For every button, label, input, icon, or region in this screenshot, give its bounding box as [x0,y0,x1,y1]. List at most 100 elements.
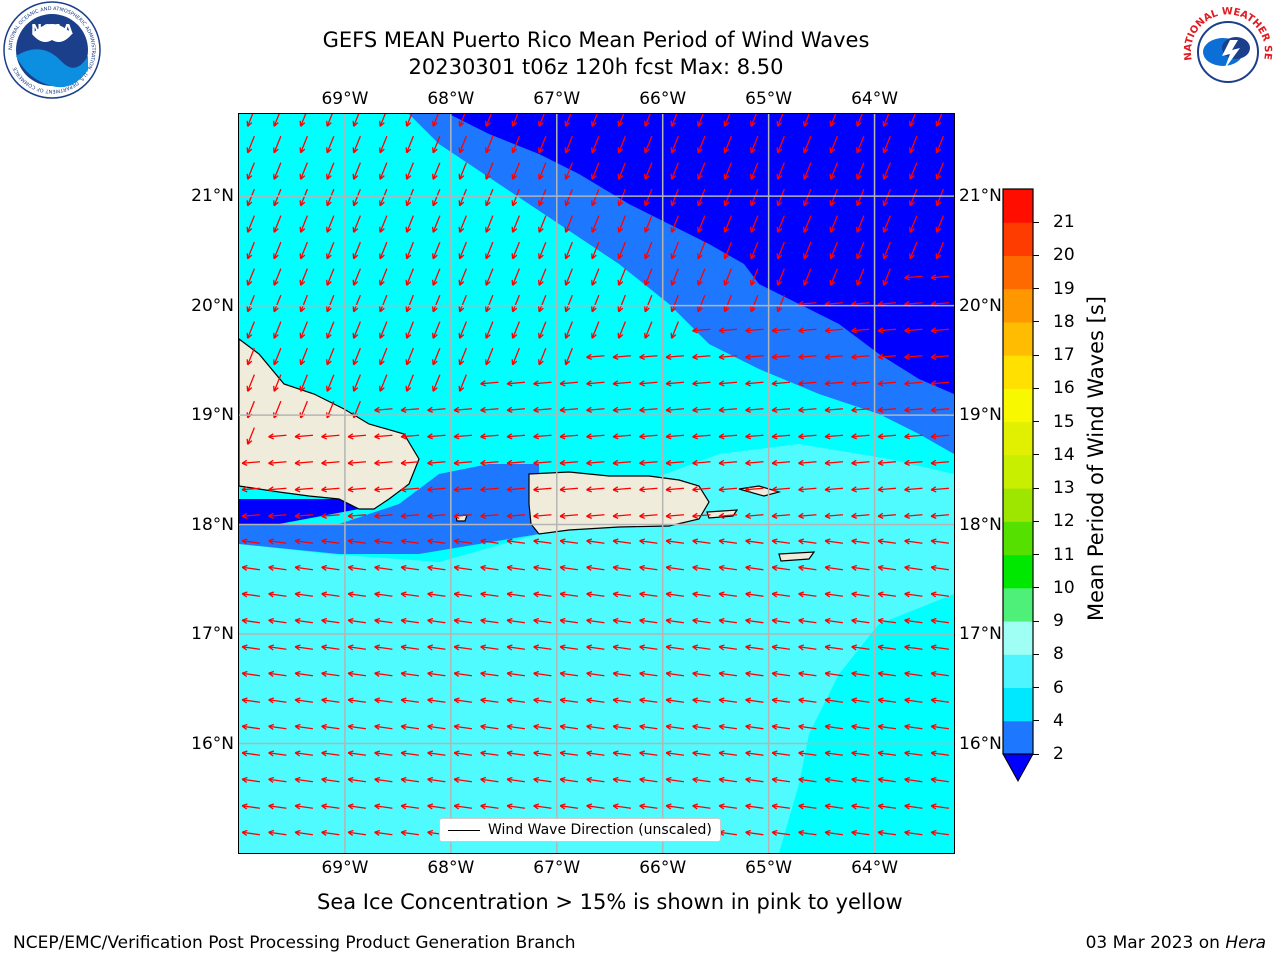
wind-wave-arrow [904,380,923,387]
wind-wave-arrow [294,697,314,704]
wind-wave-arrow [246,114,255,127]
wind-wave-arrow [564,241,573,260]
wind-wave-arrow [321,564,340,571]
wind-wave-arrow [374,406,393,413]
wind-wave-arrow [639,670,658,677]
wind-wave-arrow [485,347,494,366]
wind-wave-arrow [930,697,950,704]
wind-wave-arrow [427,776,446,783]
wind-wave-arrow [745,617,764,624]
wind-wave-arrow [851,644,870,651]
wind-wave-arrow [665,591,685,598]
wind-wave-arrow [485,321,494,339]
wind-wave-arrow [697,268,706,286]
colorbar-segment [1003,355,1033,389]
lat-label-left: 19°N [191,405,234,426]
wind-wave-arrow [533,538,552,545]
wind-wave-arrow [374,829,393,836]
wind-wave-arrow [776,162,785,180]
lat-lon-grid [239,114,954,853]
wind-wave-arrow [692,723,711,730]
wind-wave-arrow [374,697,393,704]
wind-wave-arrow [268,803,287,810]
wind-wave-arrow [241,512,261,519]
wind-wave-arrow [458,188,467,207]
wind-wave-arrow [877,644,897,651]
wind-wave-arrow [299,241,308,260]
wind-wave-arrow [665,459,685,466]
wind-wave-arrow [591,162,600,180]
wind-wave-arrow [564,135,573,154]
colorbar-tick-label: 20 [1053,245,1075,266]
wind-wave-arrow [877,803,897,810]
wind-wave-arrow [745,776,764,783]
wind-wave-arrow [374,670,393,677]
wind-wave-arrow [273,321,282,339]
wind-wave-arrow [612,512,632,519]
wind-wave-arrow [877,433,897,440]
colorbar-tick-mark [1033,254,1039,256]
wind-wave-arrow [533,670,552,677]
wind-wave-arrow [458,215,467,233]
wind-wave-arrow [670,215,679,233]
wind-wave-arrow [453,644,473,651]
wind-wave-arrow [692,353,711,360]
wind-wave-arrow [432,114,441,127]
wind-wave-arrow [506,406,526,413]
wind-wave-arrow [617,162,626,180]
wind-wave-arrows [241,114,950,836]
wind-wave-arrow [856,268,865,286]
colorbar-segment [1003,454,1033,489]
wind-wave-arrow [379,374,388,392]
wind-wave-arrow [617,215,626,233]
wind-wave-arrow [745,644,764,651]
wind-wave-arrow [824,327,844,334]
wind-wave-arrow [241,803,261,810]
wind-wave-arrow [559,723,579,730]
wind-wave-arrow [718,459,738,466]
wind-wave-arrow [321,776,340,783]
wind-wave-arrow [771,697,791,704]
wind-wave-arrow [697,188,706,207]
wind-wave-arrow [299,215,308,233]
wind-wave-arrow [321,512,340,519]
wind-wave-arrow [612,433,632,440]
wind-wave-arrow [904,274,923,281]
colorbar-tick-mark [1033,487,1039,489]
wind-wave-arrow [665,433,685,440]
wind-wave-arrow [352,321,361,339]
wind-wave-arrow [692,380,711,387]
wind-wave-arrow [533,433,552,440]
colorbar-tick-label: 15 [1053,411,1075,432]
wind-wave-arrow [586,723,605,730]
colorbar-tick-mark [1033,454,1039,456]
wind-wave-arrow [533,486,552,493]
wind-wave-arrow [273,268,282,286]
wind-wave-arrow [506,380,526,387]
wind-wave-arrow [718,803,738,810]
wind-wave-arrow [904,697,923,704]
wind-wave-arrow [533,406,552,413]
wind-wave-arrow [400,564,420,571]
wind-wave-arrow [851,433,870,440]
wind-wave-arrow [665,750,685,757]
wind-wave-arrow [326,188,335,207]
wind-wave-arrow [824,644,844,651]
wind-wave-arrow [935,188,944,207]
wind-wave-arrow [485,241,494,260]
colorbar-frame [1002,188,1034,755]
wind-wave-arrow [692,670,711,677]
wind-wave-arrow [294,538,314,545]
wind-wave-arrow [458,135,467,154]
colorbar-tick-mark [1033,288,1039,290]
wind-wave-arrow [745,486,764,493]
wind-wave-arrow [352,114,361,127]
wind-wave-arrow [930,617,950,624]
wind-wave-arrow [374,776,393,783]
wind-wave-arrow [644,241,653,260]
wind-wave-arrow [930,486,950,493]
colorbar-segment [1003,189,1033,223]
wind-wave-arrow [268,723,287,730]
wind-wave-arrow [771,803,791,810]
wind-wave-arrow [458,162,467,180]
